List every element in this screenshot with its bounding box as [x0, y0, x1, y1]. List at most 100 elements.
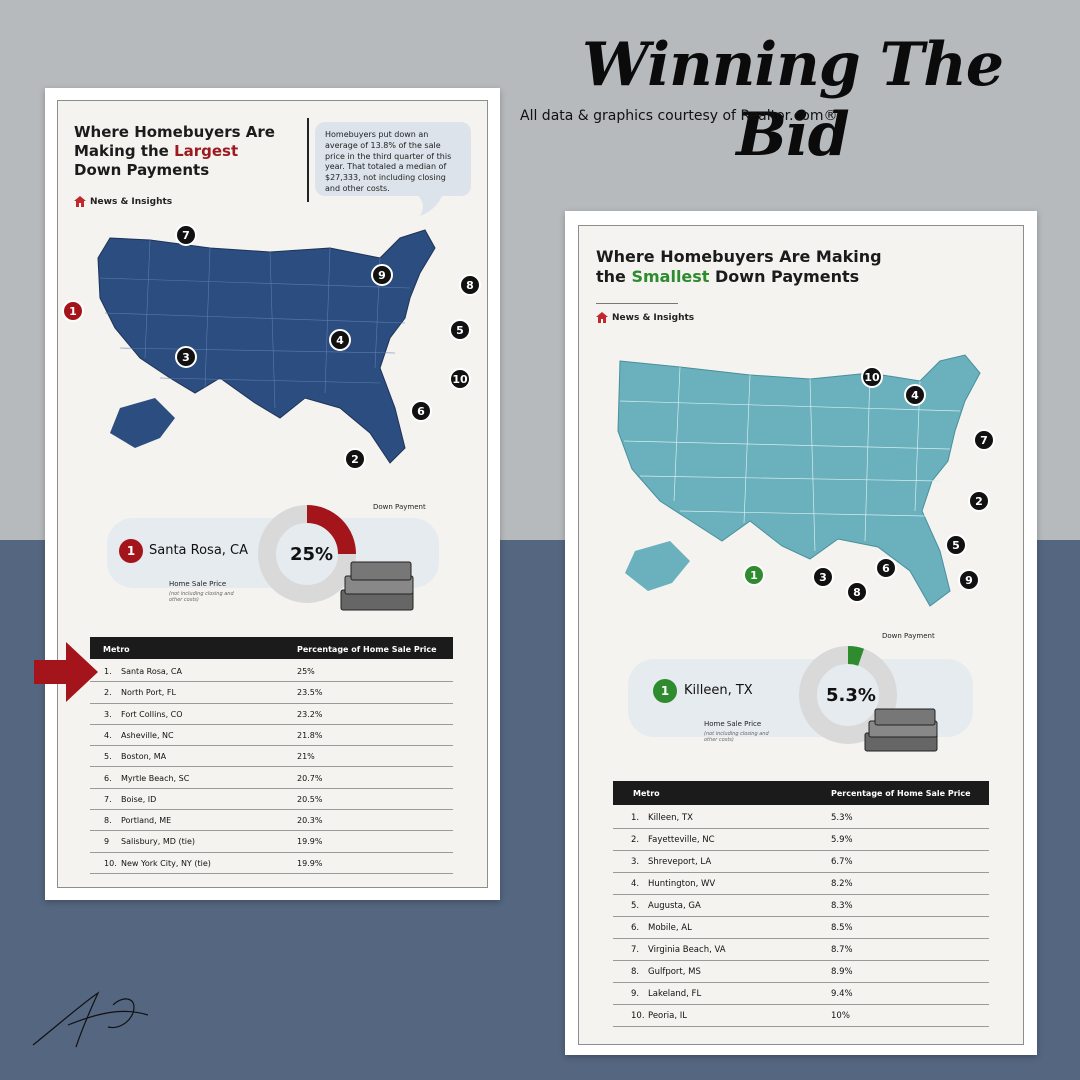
map-callout: 3 [812, 566, 834, 588]
table-row: 10. New York City, NY (tie) 19.9% [90, 853, 453, 874]
row-rank: 3. [104, 709, 112, 719]
row-rank: 8. [631, 967, 640, 977]
row-percent: 8.3% [831, 901, 853, 911]
row-percent: 20.3% [297, 816, 323, 826]
row-metro: Boston, MA [121, 752, 167, 762]
map-callout: 5 [449, 319, 471, 341]
row-percent: 5.3% [831, 813, 853, 823]
row-rank: 1. [631, 813, 640, 823]
map-callout: 3 [175, 346, 197, 368]
row-percent: 19.9% [297, 858, 323, 868]
credit-line: All data & graphics courtesy of Realtor.… [520, 108, 838, 124]
row-percent: 6.7% [831, 857, 853, 867]
row-percent: 5.9% [831, 835, 853, 845]
sale-price-label: Home Sale Price [704, 720, 762, 728]
table-row: 6. Mobile, AL 8.5% [613, 917, 989, 939]
map-callout: 9 [958, 569, 980, 591]
map-callout: 4 [329, 329, 351, 351]
row-metro: Mobile, AL [648, 923, 692, 933]
row-percent: 19.9% [297, 837, 323, 847]
money-stack-icon [864, 708, 938, 752]
map-callout: 8 [459, 274, 481, 296]
row-rank: 1. [104, 667, 112, 676]
donut-segment [306, 505, 356, 555]
map-callout: 5 [945, 534, 967, 556]
row-metro: Asheville, NC [121, 730, 174, 740]
row-metro: Fort Collins, CO [121, 709, 183, 719]
row-rank: 9. [631, 989, 640, 999]
table-row: 7. Boise, ID 20.5% [90, 789, 453, 811]
title-highlight: Largest [174, 141, 239, 160]
feature-rank-badge: 1 [653, 679, 677, 703]
row-percent: 21% [297, 752, 315, 762]
table-row: 4. Huntington, WV 8.2% [613, 873, 989, 895]
row-percent: 25% [297, 667, 315, 676]
title-highlight: Smallest [631, 267, 710, 286]
map-callout: 10 [449, 368, 471, 390]
row-percent: 8.7% [831, 945, 853, 955]
feature-city: Santa Rosa, CA [149, 543, 249, 558]
row-metro: Peoria, IL [648, 1011, 687, 1021]
percent-column-header: Percentage of Home Sale Price [297, 645, 437, 654]
map-callout: 2 [968, 490, 990, 512]
down-payment-donut [258, 505, 356, 603]
card-title: Where Homebuyers Are Making the Largest … [74, 123, 275, 179]
row-percent: 23.2% [297, 709, 323, 719]
row-rank: 4. [631, 879, 640, 889]
table-row: 10. Peoria, IL 10% [613, 1005, 989, 1027]
map-callout: 7 [973, 429, 995, 451]
row-metro: Lakeland, FL [648, 989, 702, 999]
row-percent: 9.4% [831, 989, 853, 999]
money-stack-icon [340, 561, 414, 611]
metro-column-header: Metro [103, 645, 130, 654]
table-header: Metro Percentage of Home Sale Price [613, 781, 989, 805]
row-rank: 3. [631, 857, 640, 867]
table-header: Metro Percentage of Home Sale Price [90, 637, 453, 659]
row-rank: 6. [104, 773, 112, 783]
metro-column-header: Metro [633, 789, 660, 798]
us-map [617, 354, 981, 607]
row-rank: 2. [104, 688, 112, 698]
table-row: 9. Lakeland, FL 9.4% [613, 983, 989, 1005]
brand-logo: News & Insights [74, 196, 172, 207]
row-metro: Huntington, WV [648, 879, 716, 889]
row-rank: 4. [104, 730, 112, 740]
map-callout: 1 [743, 564, 765, 586]
row-metro: Boise, ID [121, 794, 157, 804]
percent-column-header: Percentage of Home Sale Price [831, 789, 971, 798]
row-rank: 5. [104, 752, 112, 762]
row-rank: 2. [631, 835, 640, 845]
row-rank: 7. [631, 945, 640, 955]
sale-price-note: (not including closing and other costs) [169, 591, 234, 603]
row-rank: 8. [104, 816, 112, 826]
highlight-arrow [34, 642, 98, 702]
summary-text: Homebuyers put down an average of 13.8% … [325, 130, 452, 193]
row-metro: North Port, FL [121, 688, 176, 698]
row-metro: Augusta, GA [648, 901, 701, 911]
row-percent: 20.7% [297, 773, 323, 783]
row-percent: 8.5% [831, 923, 853, 933]
table-row: 6. Myrtle Beach, SC 20.7% [90, 768, 453, 789]
row-metro: Shreveport, LA [648, 857, 712, 867]
table-row: 2. North Port, FL 23.5% [90, 682, 453, 704]
table-row: 2. Fayetteville, NC 5.9% [613, 829, 989, 851]
row-percent: 8.9% [831, 967, 853, 977]
card-title: Where Homebuyers Are Making the Smallest… [596, 247, 882, 286]
largest-down-payments-card: Where Homebuyers Are Making the Largest … [45, 88, 500, 900]
brand-logo: News & Insights [596, 312, 694, 323]
map-callout: 7 [175, 224, 197, 246]
feature-rank-badge: 1 [119, 539, 143, 563]
row-rank: 7. [104, 794, 112, 804]
row-metro: Santa Rosa, CA [121, 667, 182, 676]
down-payment-donut [799, 646, 897, 744]
summary-bubble: Homebuyers put down an average of 13.8% … [315, 122, 471, 196]
row-rank: 9 [104, 837, 110, 847]
down-payment-label: Down Payment [373, 503, 426, 511]
table-row: 4. Asheville, NC 21.8% [90, 725, 453, 747]
donut-segment [847, 646, 865, 666]
row-rank: 6. [631, 923, 640, 933]
map-callout: 2 [344, 448, 366, 470]
row-metro: Gulfport, MS [648, 967, 701, 977]
row-rank: 10. [631, 1011, 645, 1021]
row-percent: 21.8% [297, 730, 323, 740]
